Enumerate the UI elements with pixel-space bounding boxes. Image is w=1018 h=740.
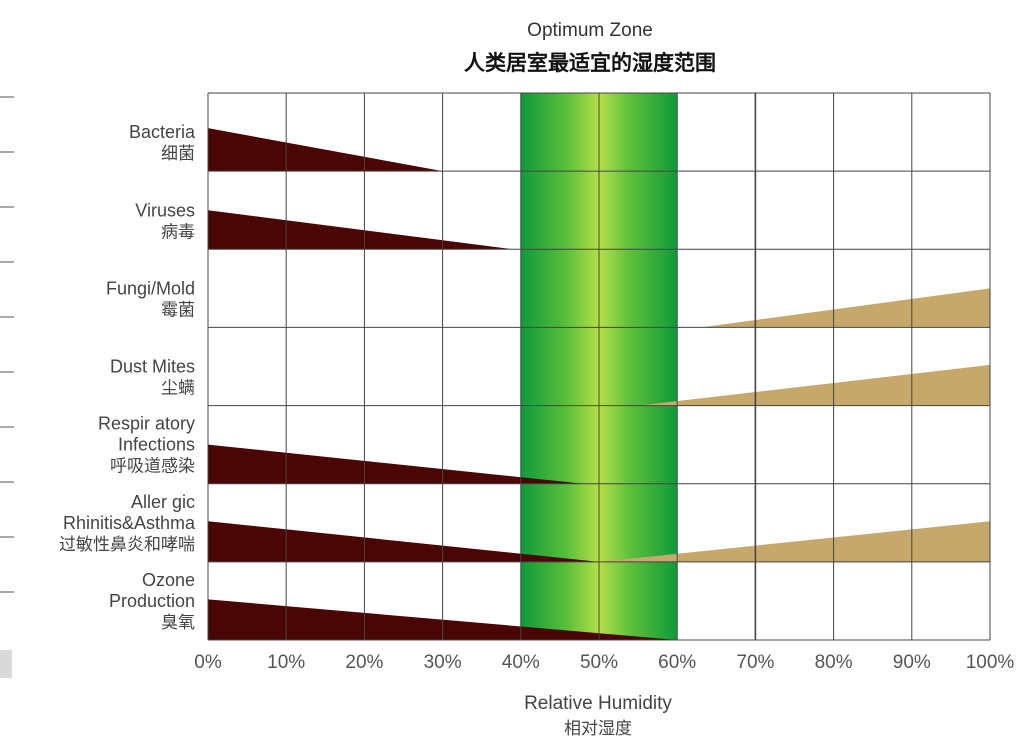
low-humidity-risk-shape [208,128,443,172]
x-tick-label: 30% [424,652,462,673]
low-humidity-risk-shape [208,210,513,250]
x-tick-label: 70% [736,652,774,673]
row-label: Respir atory [98,414,195,434]
x-axis-label-cn: 相对湿度 [564,719,632,738]
left-edge-block [0,650,12,678]
row-label: Bacteria [129,122,196,142]
x-axis-ticks: 0% 10% 20% 30% 40% 50% 60% 70% 80% 90% 100% [194,652,1014,673]
left-edge-ticks [0,96,14,593]
x-tick-label: 50% [580,652,618,673]
high-humidity-risk-shape [638,364,990,406]
row-label: 尘螨 [161,379,195,398]
risk-shapes-layer [208,128,990,640]
x-tick-label: 90% [893,652,931,673]
chart-subtitle: 人类居室最适宜的湿度范围 [464,51,716,75]
row-label: Fungi/Mold [106,278,195,298]
x-tick-label: 80% [815,652,853,673]
x-tick-label: 60% [658,652,696,673]
row-label: Dust Mites [110,357,195,377]
low-humidity-risk-shape [208,521,599,562]
row-label: 过敏性鼻炎和哮喘 [59,535,195,554]
row-label: Ozone [142,570,195,590]
x-tick-label: 0% [194,652,222,673]
row-label: Infections [118,435,195,455]
high-humidity-risk-shape [700,288,990,328]
row-label: 霉菌 [161,300,195,319]
x-axis-label: Relative Humidity [524,693,672,714]
chart-title: Optimum Zone [527,20,653,41]
grid-layer [207,92,991,641]
row-label: 呼吸道感染 [110,457,195,476]
row-label: 臭氧 [161,613,195,632]
x-tick-label: 20% [345,652,383,673]
low-humidity-risk-shape [208,444,584,484]
row-label: Rhinitis&Asthma [63,513,196,533]
row-labels: Bacteria 细菌 Viruses 病毒 Fungi/Mold 霉菌 Dust Mite… [59,122,196,632]
x-tick-label: 100% [966,652,1015,673]
x-tick-label: 10% [267,652,305,673]
row-label: Viruses [135,200,195,220]
row-label: 细菌 [161,144,195,163]
row-label: Production [109,591,195,611]
row-label: 病毒 [161,222,195,241]
row-label: Aller gic [131,492,195,512]
high-humidity-risk-shape [599,521,990,562]
x-tick-label: 40% [502,652,540,673]
